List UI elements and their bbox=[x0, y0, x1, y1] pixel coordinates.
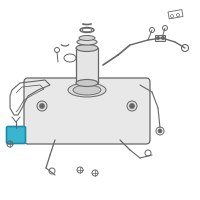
Circle shape bbox=[162, 36, 164, 40]
Ellipse shape bbox=[76, 79, 98, 86]
Bar bbox=[76, 48, 98, 83]
Ellipse shape bbox=[73, 85, 101, 95]
Circle shape bbox=[37, 101, 47, 111]
Ellipse shape bbox=[68, 83, 106, 97]
Circle shape bbox=[158, 129, 162, 133]
Bar bbox=[155, 35, 165, 41]
Circle shape bbox=[127, 101, 137, 111]
FancyBboxPatch shape bbox=[6, 127, 26, 144]
FancyBboxPatch shape bbox=[24, 78, 150, 144]
Ellipse shape bbox=[79, 36, 95, 40]
Ellipse shape bbox=[76, 45, 98, 51]
Circle shape bbox=[130, 104, 134, 108]
Circle shape bbox=[156, 36, 160, 40]
Ellipse shape bbox=[77, 39, 97, 45]
Circle shape bbox=[40, 104, 44, 108]
Bar bbox=[168, 10, 183, 19]
